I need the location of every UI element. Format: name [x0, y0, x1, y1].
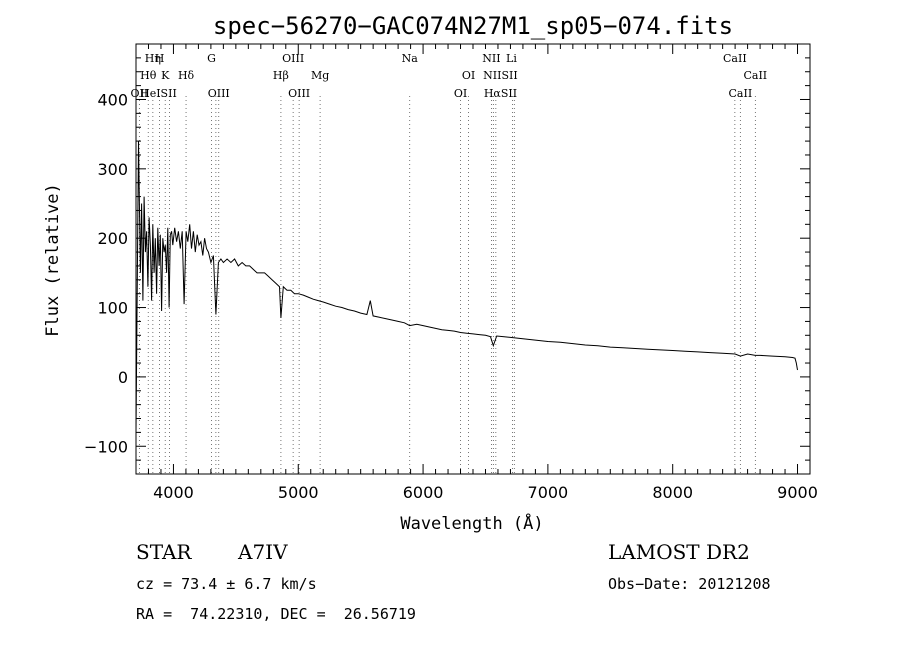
- coordinates: RA = 74.22310, DEC = 26.56719: [136, 605, 416, 623]
- x-tick-label: 7000: [528, 483, 569, 502]
- line-label: Mg: [311, 69, 329, 82]
- y-tick-label: 200: [97, 229, 128, 248]
- line-label: NIISII: [483, 69, 518, 82]
- y-tick-label: 300: [97, 160, 128, 179]
- x-tick-label: 8000: [652, 483, 693, 502]
- spectrum-line: [135, 141, 798, 433]
- line-label: OI: [454, 87, 467, 100]
- survey-name: LAMOST DR2: [608, 540, 750, 564]
- line-label: CaII: [723, 52, 747, 65]
- spectral-subclass: A7IV: [238, 540, 288, 564]
- line-label: OIII: [288, 87, 310, 100]
- line-labels: HηH G OIII Na NII Li CaII Hθ K Hδ Hβ Mg OI NIISII CaII…: [131, 52, 768, 100]
- line-label: Li: [506, 52, 517, 65]
- x-axis-ticks: 4000 5000 6000 7000 8000 9000: [135, 44, 818, 502]
- x-tick-label: 4000: [153, 483, 194, 502]
- x-tick-label: 6000: [403, 483, 444, 502]
- object-type: STAR: [136, 540, 192, 564]
- y-tick-label: 100: [97, 299, 128, 318]
- redshift-cz: cz = 73.4 ± 6.7 km/s: [136, 575, 317, 593]
- line-label: OIII: [282, 52, 304, 65]
- line-label: Na: [402, 52, 419, 65]
- line-label: H: [155, 52, 165, 65]
- line-label: Hθ: [140, 69, 157, 82]
- line-markers: [138, 96, 756, 474]
- x-tick-label: 5000: [278, 483, 319, 502]
- line-label: HαSII: [484, 87, 517, 100]
- line-label: Hβ: [273, 69, 289, 82]
- line-label: NII: [482, 52, 500, 65]
- x-tick-label: 9000: [777, 483, 818, 502]
- line-label: CaII: [729, 87, 753, 100]
- y-tick-label: −100: [84, 437, 128, 456]
- y-tick-label: 0: [118, 368, 128, 387]
- line-label: CaII: [743, 69, 767, 82]
- line-label: OIII: [208, 87, 230, 100]
- y-tick-label: 400: [97, 90, 128, 109]
- observation-date: Obs−Date: 20121208: [608, 575, 771, 593]
- line-label: G: [207, 52, 216, 65]
- line-label: Hδ: [178, 69, 195, 82]
- line-label: OII: [131, 87, 149, 100]
- plot-frame: [135, 43, 811, 475]
- chart-title: spec−56270−GAC074N27M1_sp05−074.fits: [213, 12, 733, 40]
- y-axis-ticks: −100 0 100 200 300 400: [84, 43, 810, 475]
- line-label: OI: [462, 69, 475, 82]
- y-axis-label: Flux (relative): [43, 183, 63, 337]
- line-label: K: [161, 69, 170, 82]
- line-label: HeISII: [140, 87, 177, 100]
- x-axis-label: Wavelength (Å): [400, 512, 543, 534]
- line-label: Hη: [145, 52, 161, 65]
